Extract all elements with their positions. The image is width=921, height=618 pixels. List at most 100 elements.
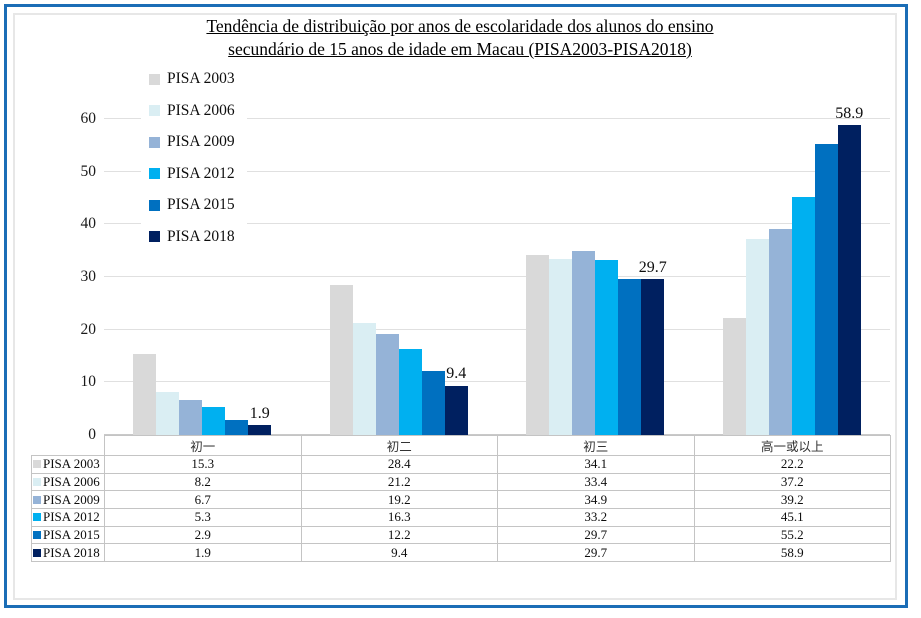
chart-title-line2: secundário de 15 anos de idade em Macau … bbox=[228, 39, 692, 59]
table-value-cell: 55.2 bbox=[693, 525, 891, 545]
bar-pisa-2006-cat1 bbox=[156, 391, 180, 435]
table-row-header: PISA 2003 bbox=[31, 455, 105, 474]
bar-pisa-2006-cat2 bbox=[352, 323, 376, 435]
table-value-cell: 8.2 bbox=[104, 472, 302, 492]
bar-group-4 bbox=[694, 102, 891, 435]
y-tick-label-40: 40 bbox=[80, 215, 97, 233]
legend-swatch-icon bbox=[149, 73, 160, 85]
series-swatch-icon bbox=[33, 548, 41, 557]
bar-pisa-2003-cat4 bbox=[722, 318, 746, 435]
y-tick-label-30: 30 bbox=[80, 268, 97, 285]
legend-swatch-icon bbox=[149, 199, 160, 211]
table-value-cell: 1.9 bbox=[104, 543, 302, 563]
y-tick-label-0: 0 bbox=[88, 426, 96, 443]
series-swatch-icon bbox=[33, 495, 41, 504]
legend-label: PISA 2015 bbox=[167, 196, 235, 213]
legend-label: PISA 2009 bbox=[167, 133, 235, 150]
bar-pisa-2009-cat2 bbox=[375, 333, 399, 435]
legend-item-pisa-2012: PISA 2012 bbox=[149, 165, 235, 183]
x-axis-line bbox=[104, 434, 890, 435]
table-blank-cell bbox=[32, 436, 105, 456]
table-row-pisa-2018: PISA 2018 1.9 9.4 29.7 58.9 bbox=[31, 543, 891, 563]
series-name: PISA 2015 bbox=[43, 527, 100, 543]
table-row-header: PISA 2009 bbox=[31, 490, 105, 510]
legend-item-pisa-2009: PISA 2009 bbox=[149, 133, 235, 151]
table-value-cell: 19.2 bbox=[300, 490, 498, 510]
gridline-y-10 bbox=[104, 381, 890, 383]
bar-pisa-2012-cat4 bbox=[791, 197, 815, 435]
series-name: PISA 2003 bbox=[43, 456, 100, 472]
table-category-header-3: 初三 bbox=[497, 435, 695, 456]
table-value-cell: 37.2 bbox=[693, 472, 891, 492]
bar-group-2 bbox=[301, 102, 498, 435]
gridline-y-30 bbox=[104, 276, 890, 277]
bar-pisa-2018-cat2 bbox=[444, 385, 468, 435]
table-value-cell: 16.3 bbox=[300, 508, 498, 527]
gridline-y-20 bbox=[104, 328, 890, 330]
data-label-pisa-2018-cat1: 1.9 bbox=[249, 404, 270, 422]
table-category-header-2: 初二 bbox=[300, 435, 498, 456]
series-name: PISA 2009 bbox=[43, 491, 100, 507]
bar-pisa-2006-cat4 bbox=[745, 239, 769, 435]
series-swatch-icon bbox=[33, 460, 41, 469]
outer-blue-frame bbox=[4, 4, 908, 608]
table-header-row: 初一 初二 初三 高一或以上 bbox=[32, 435, 891, 456]
bar-pisa-2009-cat1 bbox=[179, 399, 203, 435]
series-swatch-icon bbox=[33, 513, 41, 522]
series-swatch-icon bbox=[33, 478, 41, 487]
table-row-header: PISA 2015 bbox=[31, 525, 105, 545]
table-row-pisa-2006: PISA 2006 8.2 21.2 33.4 37.2 bbox=[31, 472, 891, 492]
data-table: 初一 初二 初三 高一或以上 PISA 2003 15.3 28.4 34.1 22.2 PISA… bbox=[31, 435, 891, 563]
data-label-pisa-2018-cat2: 9.4 bbox=[446, 365, 467, 383]
legend-item-pisa-2015: PISA 2015 bbox=[149, 196, 235, 214]
table-value-cell: 45.1 bbox=[693, 508, 891, 527]
bar-pisa-2018-cat4 bbox=[837, 124, 861, 435]
table-value-cell: 58.9 bbox=[693, 543, 891, 563]
bar-pisa-2015-cat3 bbox=[618, 278, 642, 435]
table-value-cell: 12.2 bbox=[300, 525, 498, 545]
bar-pisa-2012-cat3 bbox=[595, 260, 619, 435]
bar-group-3 bbox=[497, 102, 694, 435]
bar-pisa-2018-cat3 bbox=[641, 278, 665, 435]
legend-swatch-icon bbox=[149, 231, 160, 242]
series-name: PISA 2018 bbox=[43, 544, 100, 560]
gridline-y-60 bbox=[104, 118, 890, 119]
legend-item-pisa-2006: PISA 2006 bbox=[149, 102, 235, 120]
table-category-header-1: 初一 bbox=[104, 435, 302, 456]
table-value-cell: 9.4 bbox=[300, 543, 498, 563]
table-value-cell: 6.7 bbox=[104, 490, 302, 510]
data-label-pisa-2018-cat3: 29.7 bbox=[638, 258, 667, 276]
table-row-header: PISA 2012 bbox=[31, 508, 105, 527]
table-value-cell: 34.1 bbox=[497, 455, 695, 474]
table-row-pisa-2003: PISA 2003 15.3 28.4 34.1 22.2 bbox=[31, 455, 891, 474]
table-row-header: PISA 2006 bbox=[31, 472, 105, 492]
legend-item-pisa-2003: PISA 2003 bbox=[149, 70, 235, 88]
y-tick-label-10: 10 bbox=[80, 373, 97, 391]
table-value-cell: 21.2 bbox=[300, 472, 498, 492]
bar-pisa-2015-cat1 bbox=[225, 419, 249, 435]
chart-title-line1: Tendência de distribuição por anos de es… bbox=[206, 16, 714, 36]
series-name: PISA 2006 bbox=[43, 474, 100, 490]
bar-pisa-2009-cat4 bbox=[768, 228, 792, 435]
y-tick-label-60: 60 bbox=[80, 110, 97, 127]
bar-pisa-2012-cat2 bbox=[398, 349, 422, 435]
table-value-cell: 33.4 bbox=[497, 472, 695, 492]
chart-title: Tendência de distribuição por anos de es… bbox=[60, 15, 860, 61]
legend-swatch-icon bbox=[149, 168, 160, 179]
table-value-cell: 29.7 bbox=[497, 543, 695, 563]
table-value-cell: 2.9 bbox=[104, 525, 302, 545]
legend-swatch-icon bbox=[149, 136, 160, 148]
table-value-cell: 33.2 bbox=[497, 508, 695, 527]
series-name: PISA 2012 bbox=[43, 509, 100, 525]
table-value-cell: 29.7 bbox=[497, 525, 695, 545]
table-value-cell: 22.2 bbox=[693, 455, 891, 474]
y-tick-label-20: 20 bbox=[80, 320, 97, 338]
table-value-cell: 34.9 bbox=[497, 490, 695, 510]
bar-pisa-2006-cat3 bbox=[549, 259, 573, 435]
table-value-cell: 15.3 bbox=[104, 455, 302, 474]
legend-item-pisa-2018: PISA 2018 bbox=[149, 228, 235, 246]
bar-pisa-2015-cat4 bbox=[814, 144, 838, 435]
table-row-pisa-2009: PISA 2009 6.7 19.2 34.9 39.2 bbox=[31, 490, 891, 510]
legend-label: PISA 2012 bbox=[167, 164, 235, 182]
